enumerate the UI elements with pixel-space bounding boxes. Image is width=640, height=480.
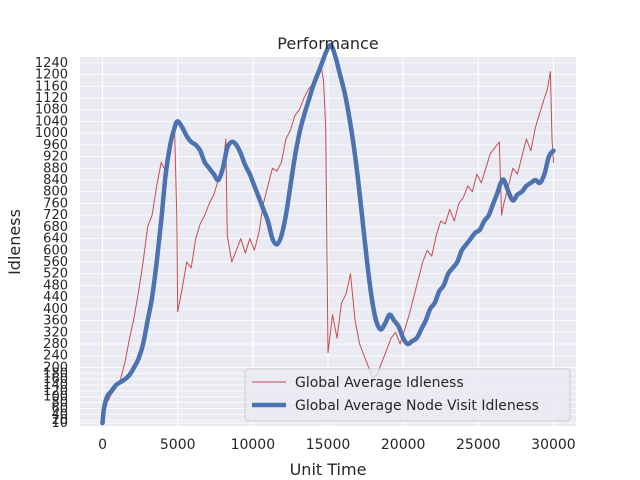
y-tick-label: 60 [51, 401, 68, 416]
x-tick-label: 0 [98, 437, 107, 453]
y-tick-label: 120 [43, 384, 68, 399]
y-tick-label: 760 [43, 196, 68, 211]
x-axis-label: Unit Time [290, 460, 367, 479]
y-tick-label: 840 [43, 173, 68, 188]
y-tick-label: 80 [51, 396, 68, 411]
y-tick-label: 1080 [35, 103, 68, 118]
x-tick-label: 5000 [160, 437, 196, 453]
x-tick-label: 20000 [381, 437, 426, 453]
y-tick-label: 800 [43, 185, 68, 200]
y-tick-label: 140 [43, 378, 68, 393]
y-tick-label: 1040 [35, 114, 68, 129]
y-tick-label: 440 [43, 290, 68, 305]
y-tick-label: 560 [43, 255, 68, 270]
y-tick-label: 520 [43, 267, 68, 282]
x-tick-label: 30000 [531, 437, 576, 453]
y-tick-label: 320 [43, 325, 68, 340]
y-tick-label: 160 [43, 372, 68, 387]
y-tick-label: 1120 [35, 91, 68, 106]
y-tick-label: 200 [43, 360, 68, 375]
y-tick-label: 1160 [35, 79, 68, 94]
x-tick-labels: 0 5000 10000 15000 20000 25000 30000 [98, 437, 576, 453]
y-tick-label: 40 [51, 407, 68, 422]
x-tick-label: 15000 [306, 437, 351, 453]
chart-title: Performance [277, 34, 378, 53]
y-tick-label: 600 [43, 243, 68, 258]
y-tick-label: 400 [43, 302, 68, 317]
y-tick-label: 10 [51, 416, 68, 431]
series-line-global-average-idleness [102, 62, 554, 424]
y-tick-label: 640 [43, 232, 68, 247]
legend-label-idleness: Global Average Idleness [295, 375, 464, 391]
x-tick-label: 10000 [231, 437, 276, 453]
y-tick-label: 880 [43, 161, 68, 176]
y-tick-label: 1200 [35, 68, 68, 83]
y-tick-label: 240 [43, 349, 68, 364]
y-tick-label: 920 [43, 150, 68, 165]
y-tick-label: 720 [43, 208, 68, 223]
y-tick-label: 1000 [35, 126, 68, 141]
y-tick-labels: 1020406080100120140160180200240280320360… [35, 56, 68, 431]
y-tick-label: 100 [43, 390, 68, 405]
legend-box [244, 368, 571, 422]
y-tick-label: 360 [43, 314, 68, 329]
y-tick-label: 480 [43, 278, 68, 293]
y-tick-label: 280 [43, 337, 68, 352]
y-tick-label: 20 [51, 413, 68, 428]
legend: Global Average Idleness Global Average N… [244, 368, 571, 422]
y-axis-label: Idleness [5, 209, 24, 275]
y-tick-label: 680 [43, 220, 68, 235]
legend-label-visit-idleness: Global Average Node Visit Idleness [295, 398, 539, 414]
y-tick-label: 960 [43, 138, 68, 153]
series-lines [100, 42, 556, 426]
y-tick-label: 1240 [35, 56, 68, 71]
series-line-global-average-node-visit-idleness [100, 42, 556, 426]
y-tick-label: 180 [43, 366, 68, 381]
x-tick-label: 25000 [456, 437, 501, 453]
